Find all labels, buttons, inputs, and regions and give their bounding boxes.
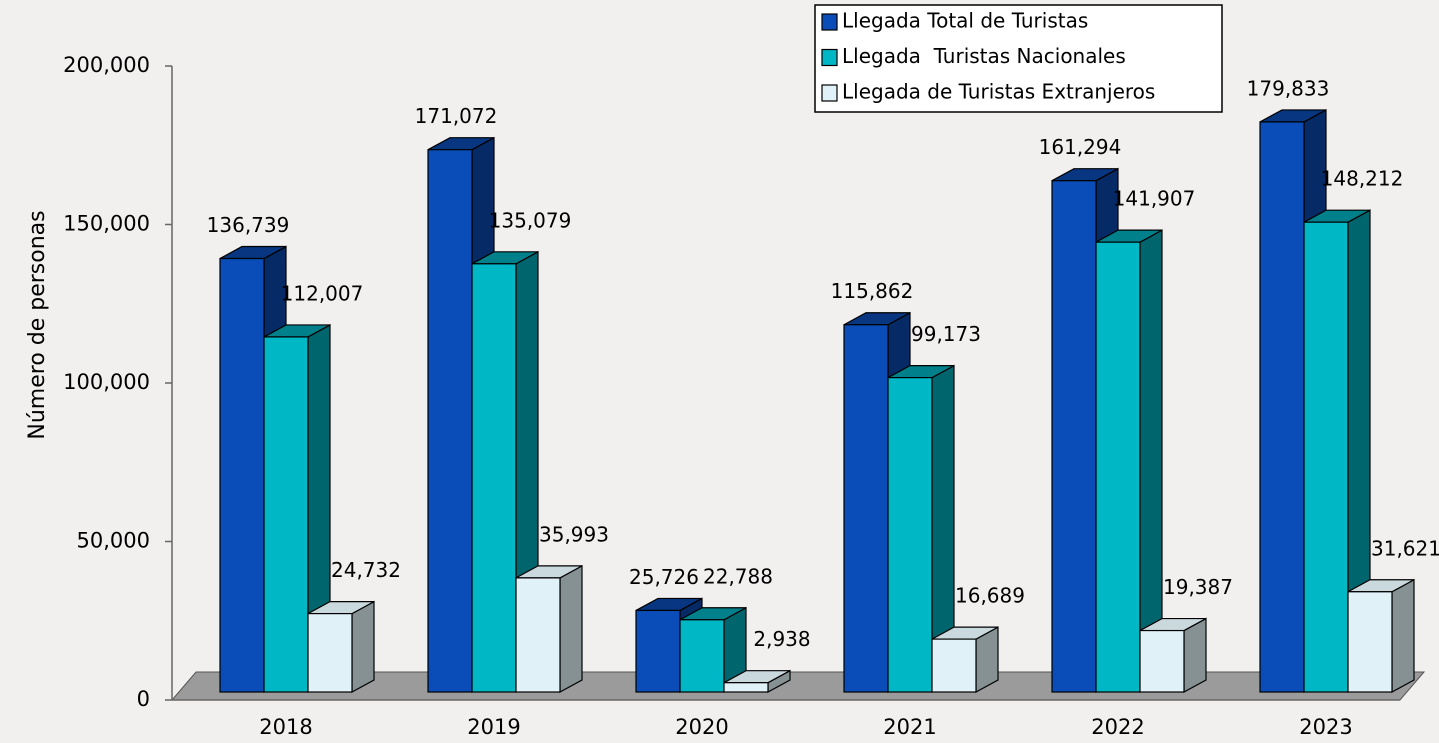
x-tick-label: 2022 [1091, 715, 1144, 739]
data-label: 171,072 [415, 104, 498, 128]
bar [219, 257, 265, 693]
bar [515, 577, 561, 693]
bar [263, 336, 309, 693]
bar [723, 682, 769, 693]
bar [471, 263, 517, 693]
legend-label: Llegada de Turistas Extranjeros [842, 80, 1155, 104]
legend-label: Llegada Turistas Nacionales [842, 44, 1126, 68]
bar-side [351, 600, 375, 694]
data-label: 179,833 [1247, 76, 1330, 100]
data-label: 112,007 [281, 281, 364, 305]
data-label: 31,621 [1371, 536, 1439, 560]
legend-marker [821, 48, 838, 67]
bar [635, 609, 681, 693]
y-tick-label: 0 [137, 687, 150, 711]
data-label: 99,173 [911, 322, 981, 346]
bar [1303, 221, 1349, 693]
x-tick-label: 2019 [467, 715, 520, 739]
data-label: 22,788 [703, 564, 773, 588]
bar-side [1391, 578, 1415, 694]
data-label: 24,732 [331, 558, 401, 582]
data-label: 19,387 [1163, 575, 1233, 599]
bar [1259, 121, 1305, 693]
bar [1051, 180, 1097, 693]
legend-marker [821, 13, 838, 31]
data-label: 136,739 [207, 213, 290, 237]
bar [843, 324, 889, 693]
bar-side [1183, 617, 1207, 694]
data-label: 148,212 [1321, 167, 1404, 191]
y-tick-label: 50,000 [77, 529, 150, 553]
legend-marker [821, 84, 838, 102]
data-label: 141,907 [1113, 187, 1196, 211]
y-tick-label: 200,000 [63, 53, 150, 77]
data-label: 135,079 [489, 208, 572, 232]
bar [427, 149, 473, 693]
data-label: 2,938 [753, 627, 810, 651]
x-tick-label: 2023 [1299, 715, 1352, 739]
bar-side [559, 564, 583, 694]
data-label: 35,993 [539, 522, 609, 546]
y-tick-label: 150,000 [63, 212, 150, 236]
y-tick-label: 100,000 [63, 370, 150, 394]
bar [887, 377, 933, 693]
data-label: 115,862 [831, 279, 914, 303]
legend-label: Llegada Total de Turistas [842, 9, 1088, 33]
x-tick-label: 2021 [883, 715, 936, 739]
bar [307, 612, 353, 693]
bar [679, 619, 725, 693]
y-axis-title: Número de personas [25, 210, 50, 439]
x-tick-label: 2018 [259, 715, 312, 739]
bar [1095, 241, 1141, 693]
bar [1347, 591, 1393, 693]
bar [1139, 629, 1185, 693]
bar [931, 638, 977, 693]
data-label: 25,726 [629, 565, 699, 589]
x-tick-label: 2020 [675, 715, 728, 739]
data-label: 161,294 [1039, 135, 1122, 159]
data-label: 16,689 [955, 584, 1025, 608]
legend [814, 4, 1223, 113]
